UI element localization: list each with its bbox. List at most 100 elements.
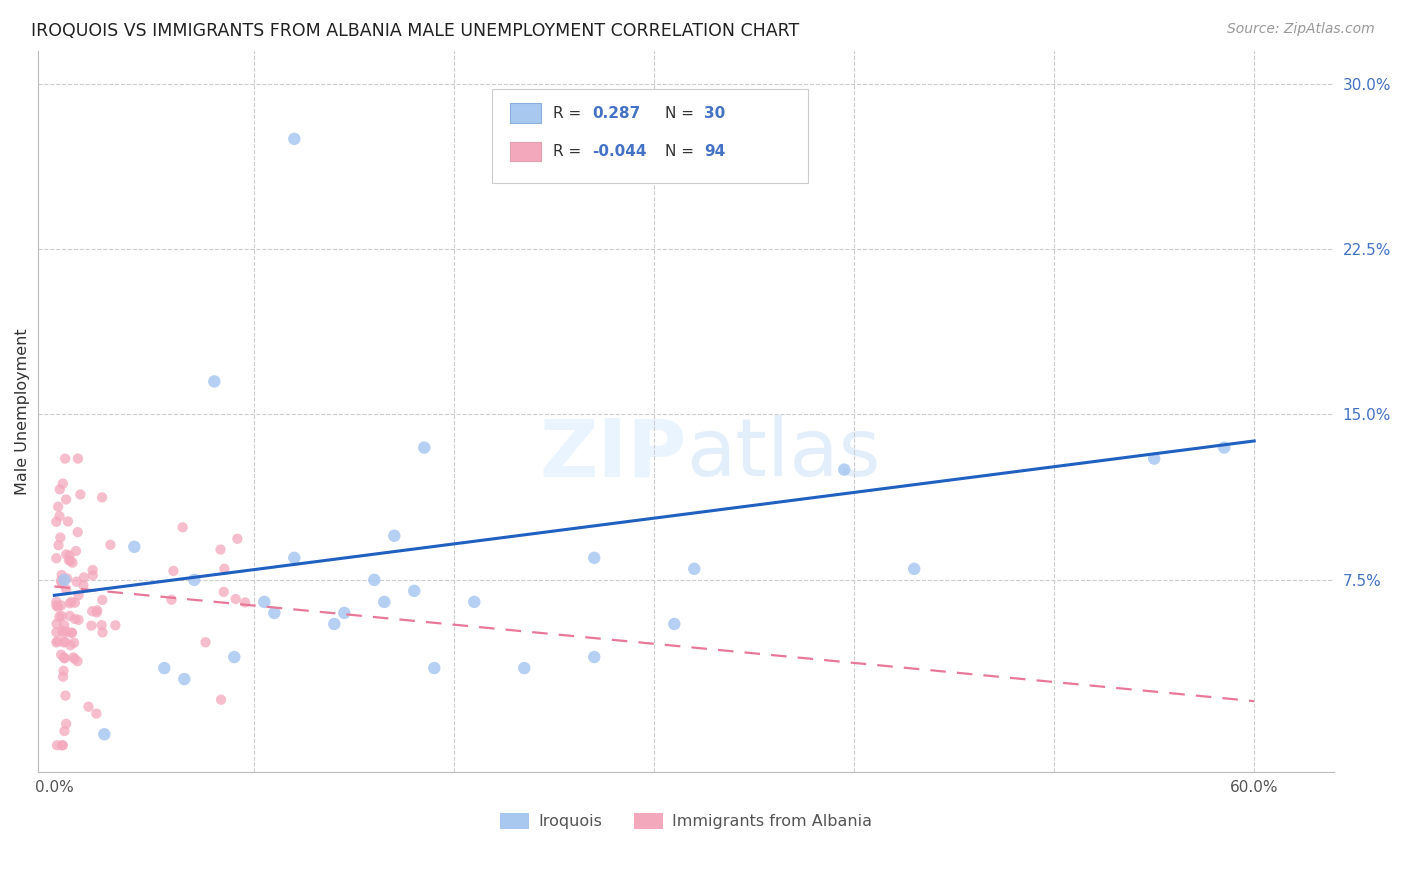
Point: [46, 634, 69, 648]
Point: [82, 604, 104, 618]
Point: [45, 635, 67, 649]
Point: [60, 595, 83, 609]
Point: [212, 585, 235, 599]
Point: [69, 487, 91, 501]
Point: [77, 699, 100, 714]
Text: atlas: atlas: [686, 416, 880, 493]
Text: IROQUOIS VS IMMIGRANTS FROM ALBANIA MALE UNEMPLOYMENT CORRELATION CHART: IROQUOIS VS IMMIGRANTS FROM ALBANIA MALE…: [31, 22, 799, 40]
Point: [52, 650, 75, 665]
Point: [67, 613, 90, 627]
Text: 30: 30: [704, 106, 725, 120]
Point: [91, 625, 114, 640]
Point: [202, 375, 225, 389]
Point: [583, 550, 606, 565]
Point: [52, 670, 75, 684]
Point: [58, 549, 80, 563]
Point: [226, 532, 249, 546]
Point: [52, 738, 75, 752]
Point: [583, 650, 606, 665]
Point: [60, 625, 83, 640]
Point: [48, 509, 70, 524]
Point: [53, 573, 76, 587]
Point: [423, 661, 446, 675]
Point: [63, 652, 86, 666]
Point: [60, 625, 83, 640]
Point: [86, 603, 108, 617]
Point: [55, 624, 77, 639]
Point: [1213, 441, 1236, 455]
Point: [66, 451, 89, 466]
Point: [48, 609, 70, 624]
Point: [53, 618, 76, 632]
Point: [160, 592, 183, 607]
Point: [51, 738, 73, 752]
Point: [59, 608, 82, 623]
Point: [55, 635, 77, 649]
Point: [86, 606, 108, 620]
Point: [209, 692, 232, 706]
Point: [52, 626, 75, 640]
Point: [463, 595, 485, 609]
Point: [382, 529, 405, 543]
Point: [63, 596, 86, 610]
Point: [45, 515, 67, 529]
Point: [225, 592, 247, 607]
Point: [90, 618, 112, 632]
Point: [333, 606, 356, 620]
Point: [67, 588, 90, 602]
Point: [45, 595, 67, 609]
Point: [56, 571, 79, 585]
Point: [172, 520, 194, 534]
Point: [58, 553, 80, 567]
Point: [45, 551, 67, 566]
Point: [82, 568, 104, 582]
Point: [224, 650, 246, 665]
Point: [263, 606, 285, 620]
Point: [55, 548, 77, 562]
Point: [233, 595, 256, 609]
Point: [53, 651, 76, 665]
Text: R =: R =: [553, 145, 581, 159]
Point: [48, 538, 70, 552]
Point: [49, 531, 72, 545]
Point: [51, 648, 73, 662]
Point: [52, 664, 75, 678]
Point: [56, 515, 79, 529]
Point: [183, 573, 205, 587]
Point: [283, 132, 305, 146]
Point: [45, 616, 67, 631]
Point: [162, 564, 184, 578]
Point: [53, 724, 76, 739]
Point: [91, 593, 114, 607]
Point: [53, 635, 76, 649]
Point: [80, 618, 103, 632]
Point: [55, 582, 77, 596]
Point: [46, 600, 69, 615]
Point: [55, 716, 77, 731]
Point: [82, 563, 104, 577]
Point: [93, 727, 115, 741]
Point: [214, 562, 236, 576]
Point: [59, 554, 82, 568]
Point: [124, 540, 146, 554]
Point: [49, 574, 72, 588]
Point: [664, 617, 686, 632]
Point: [66, 525, 89, 540]
Point: [323, 617, 346, 632]
Point: [51, 609, 73, 624]
Text: ZIP: ZIP: [538, 416, 686, 493]
Text: Source: ZipAtlas.com: Source: ZipAtlas.com: [1227, 22, 1375, 37]
Point: [363, 573, 385, 587]
Point: [100, 538, 122, 552]
Point: [404, 583, 426, 598]
Point: [46, 500, 69, 514]
Legend: Iroquois, Immigrants from Albania: Iroquois, Immigrants from Albania: [494, 807, 879, 836]
Point: [91, 491, 114, 505]
Point: [62, 556, 84, 570]
Point: [683, 562, 706, 576]
Point: [173, 672, 195, 686]
Text: N =: N =: [665, 106, 695, 120]
Point: [62, 650, 84, 665]
Text: 94: 94: [704, 145, 725, 159]
Point: [53, 451, 76, 466]
